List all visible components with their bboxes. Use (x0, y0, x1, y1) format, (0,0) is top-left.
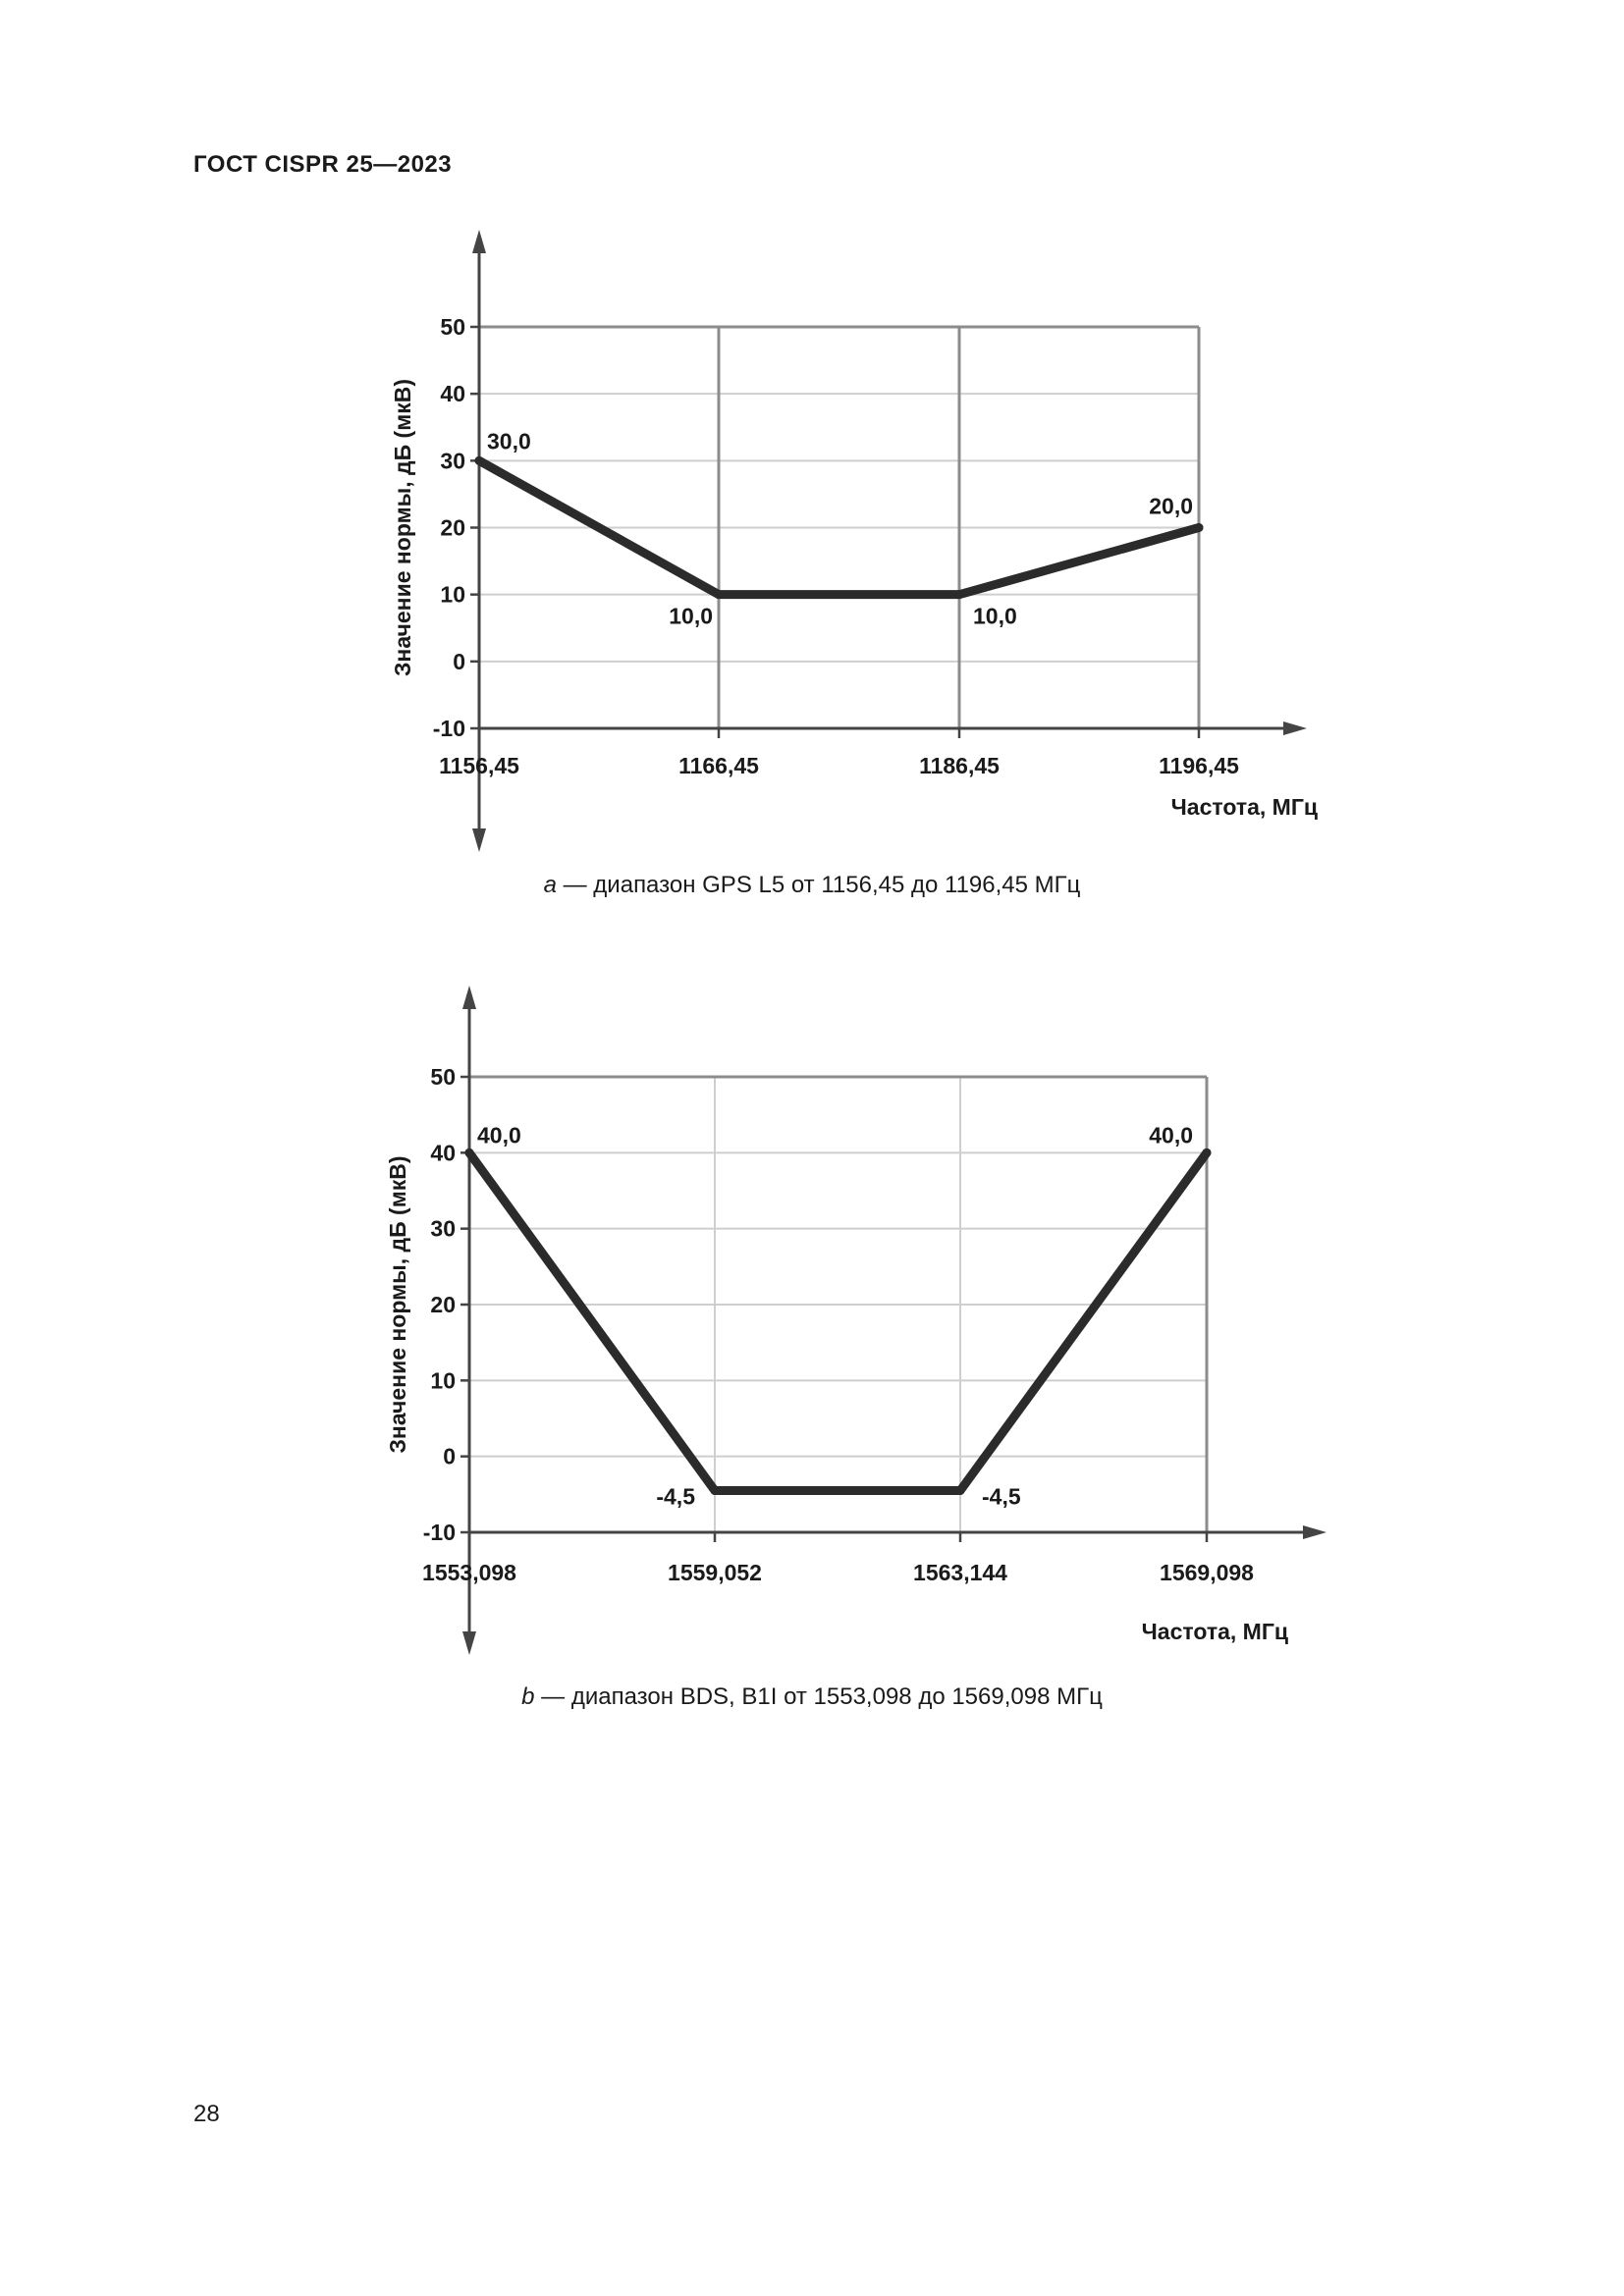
data-label: 40,0 (477, 1122, 521, 1148)
caption-chart-b: b — диапазон BDS, B1I от 1553,098 до 156… (0, 1683, 1624, 1711)
data-point (714, 590, 724, 600)
data-label: 20,0 (1149, 494, 1193, 519)
caption-letter: a (543, 872, 557, 898)
caption-chart-a: a — диапазон GPS L5 от 1156,45 до 1196,4… (0, 872, 1624, 899)
y-tick-label: -10 (433, 716, 465, 741)
data-point (710, 1485, 720, 1495)
x-tick-label: 1156,45 (439, 753, 519, 778)
x-axis-arrow-right (1283, 721, 1307, 735)
y-tick-label: 40 (440, 381, 465, 406)
y-tick-label: 50 (430, 1064, 456, 1090)
caption-text: — диапазон BDS, B1I от 1553,098 до 1569,… (534, 1683, 1103, 1710)
data-point (474, 455, 484, 465)
x-axis-arrow-right (1303, 1525, 1326, 1539)
y-axis-arrow-down (462, 1631, 476, 1655)
x-tick-label: 1563,144 (913, 1560, 1007, 1585)
y-tick-label: 20 (440, 515, 465, 541)
y-axis-title: Значение нормы, дБ (мкВ) (385, 1156, 410, 1454)
caption-letter: b (521, 1683, 535, 1710)
x-tick-label: 1553,098 (422, 1560, 516, 1585)
y-axis-arrow-up (462, 986, 476, 1009)
x-tick-label: 1569,098 (1160, 1560, 1254, 1585)
chart-gps-l5: 50 40 30 20 10 0 -10 1156,45 1166,45 1186,45 1196,… (390, 230, 1318, 852)
data-label: 10,0 (973, 604, 1017, 629)
chart-bds-b1i: 50 40 30 20 10 0 -10 1553,098 1559,052 1563,144 15… (385, 986, 1326, 1655)
y-tick-label: 0 (453, 649, 465, 674)
y-tick-label: 30 (440, 448, 465, 473)
y-tick-label: 40 (430, 1140, 456, 1165)
data-point (464, 1148, 474, 1157)
y-tick-label: 20 (430, 1292, 456, 1317)
data-point (1202, 1148, 1212, 1157)
x-tick-label: 1559,052 (668, 1560, 762, 1585)
x-axis-title: Частота, МГц (1171, 794, 1318, 820)
y-tick-label: 10 (430, 1367, 456, 1393)
series-line (474, 455, 1204, 600)
x-tick-label: 1166,45 (678, 753, 759, 778)
caption-text: — диапазон GPS L5 от 1156,45 до 1196,45 … (556, 872, 1081, 898)
data-label: 10,0 (669, 604, 713, 629)
page-number: 28 (193, 2101, 220, 2127)
data-label: -4,5 (656, 1483, 695, 1509)
data-label: 40,0 (1149, 1122, 1193, 1148)
y-tick-label: -10 (423, 1520, 456, 1545)
y-axis-arrow-up (472, 230, 486, 253)
x-tick-label: 1196,45 (1159, 753, 1239, 778)
y-tick-label: 0 (443, 1444, 456, 1469)
data-label: 30,0 (487, 428, 531, 454)
y-axis-title: Значение нормы, дБ (мкВ) (390, 379, 415, 676)
y-tick-label: 50 (440, 314, 465, 340)
data-point (1194, 523, 1204, 532)
y-tick-label: 10 (440, 582, 465, 608)
data-point (955, 1485, 965, 1495)
x-tick-label: 1186,45 (919, 753, 1000, 778)
data-point (954, 590, 964, 600)
y-tick-label: 30 (430, 1216, 456, 1242)
y-axis-arrow-down (472, 828, 486, 852)
series-line (464, 1148, 1212, 1495)
data-label: -4,5 (982, 1483, 1021, 1509)
x-axis-title: Частота, МГц (1142, 1619, 1288, 1644)
document-header: ГОСТ CISPR 25—2023 (193, 151, 453, 178)
